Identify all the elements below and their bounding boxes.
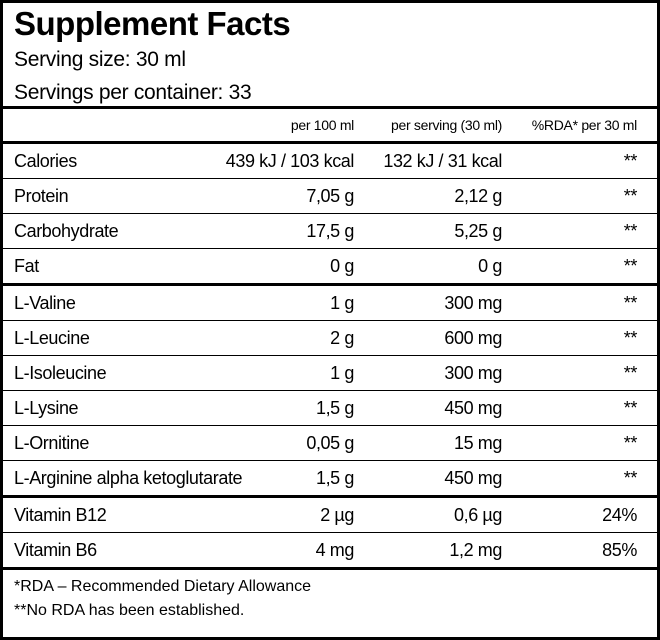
nutrient-value: ** — [623, 292, 638, 313]
nutrient-value: 17,5 g — [306, 220, 354, 241]
column-header-row: per 100 ml per serving (30 ml) %RDA* per… — [3, 109, 657, 144]
nutrient-name: Fat — [14, 255, 39, 276]
nutrient-value: ** — [623, 255, 638, 276]
nutrient-name: L-Valine — [14, 292, 76, 313]
nutrient-value: ** — [623, 397, 638, 418]
serving-size: Serving size: 30 ml — [14, 48, 186, 71]
nutrient-value: 439 kJ / 103 kcal — [225, 150, 355, 171]
table-row: L-Isoleucine 1 g 300 mg ** — [3, 356, 657, 391]
nutrient-value: 0 g — [478, 255, 502, 276]
footnotes: *RDA – Recommended Dietary Allowance **No… — [3, 570, 657, 628]
table-row: L-Leucine 2 g 600 mg ** — [3, 321, 657, 356]
table-row: Fat 0 g 0 g ** — [3, 249, 657, 286]
nutrient-value: 2,12 g — [454, 185, 502, 206]
nutrient-value: 1 g — [330, 362, 354, 383]
nutrient-value: 450 mg — [444, 467, 502, 488]
column-header: %RDA* per 30 ml — [531, 117, 638, 133]
label-header: Supplement Facts Serving size: 30 ml Ser… — [3, 3, 657, 109]
nutrient-name: Protein — [14, 185, 69, 206]
nutrient-name: Vitamin B12 — [14, 504, 107, 525]
table-body: Calories 439 kJ / 103 kcal 132 kJ / 31 kca… — [3, 144, 657, 570]
nutrient-value: 24% — [602, 504, 637, 525]
nutrient-value: 1,5 g — [315, 397, 354, 418]
nutrient-value: ** — [623, 362, 638, 383]
nutrient-value: 1,2 mg — [449, 539, 502, 560]
table-row: L-Valine 1 g 300 mg ** — [3, 286, 657, 321]
nutrient-value: 85% — [602, 539, 637, 560]
nutrient-value: 300 mg — [444, 292, 502, 313]
table-row: Carbohydrate 17,5 g 5,25 g ** — [3, 214, 657, 249]
nutrient-name: L-Arginine alpha ketoglutarate — [14, 467, 243, 488]
nutrient-name: Calories — [14, 150, 77, 171]
nutrient-value: 4 mg — [315, 539, 355, 560]
table-row: Vitamin B12 2 µg 0,6 µg 24% — [3, 498, 657, 533]
table-row: Calories 439 kJ / 103 kcal 132 kJ / 31 kca… — [3, 144, 657, 179]
nutrient-name: L-Isoleucine — [14, 362, 107, 383]
nutrient-value: ** — [623, 185, 638, 206]
nutrient-value: 300 mg — [444, 362, 502, 383]
nutrient-value: 0 g — [330, 255, 354, 276]
nutrient-name: Vitamin B6 — [14, 539, 97, 560]
nutrient-value: ** — [623, 467, 638, 488]
nutrient-value: 2 µg — [320, 504, 354, 525]
nutrient-name: Carbohydrate — [14, 220, 119, 241]
table-row: Vitamin B6 4 mg 1,2 mg 85% — [3, 533, 657, 570]
nutrient-name: L-Ornitine — [14, 432, 90, 453]
nutrient-value: 1,5 g — [315, 467, 354, 488]
column-header: per 100 ml — [290, 117, 354, 133]
nutrient-value: 0,6 µg — [453, 504, 502, 525]
nutrient-value: 600 mg — [444, 327, 502, 348]
table-row: L-Arginine alpha ketoglutarate 1,5 g 450 m… — [3, 461, 657, 498]
servings-per-container: Servings per container: 33 — [14, 81, 252, 104]
title: Supplement Facts — [14, 5, 291, 42]
nutrient-name: L-Leucine — [14, 327, 90, 348]
table-row: L-Ornitine 0,05 g 15 mg ** — [3, 426, 657, 461]
nutrient-value: 5,25 g — [454, 220, 502, 241]
column-header: per serving (30 ml) — [390, 117, 502, 133]
nutrient-name: L-Lysine — [14, 397, 79, 418]
nutrient-value: 1 g — [330, 292, 354, 313]
footnote: *RDA – Recommended Dietary Allowance — [14, 578, 312, 595]
nutrient-value: 132 kJ / 31 kcal — [383, 150, 502, 171]
table-row: Protein 7,05 g 2,12 g ** — [3, 179, 657, 214]
nutrient-value: 2 g — [330, 327, 354, 348]
nutrient-value: ** — [623, 327, 638, 348]
nutrient-value: 15 mg — [453, 432, 502, 453]
table-row: L-Lysine 1,5 g 450 mg ** — [3, 391, 657, 426]
nutrient-value: ** — [623, 432, 638, 453]
nutrient-value: 450 mg — [444, 397, 502, 418]
nutrient-value: 0,05 g — [306, 432, 354, 453]
nutrient-value: ** — [623, 220, 638, 241]
nutrient-value: 7,05 g — [306, 185, 354, 206]
nutrient-value: ** — [623, 150, 638, 171]
footnote: **No RDA has been established. — [14, 602, 245, 619]
